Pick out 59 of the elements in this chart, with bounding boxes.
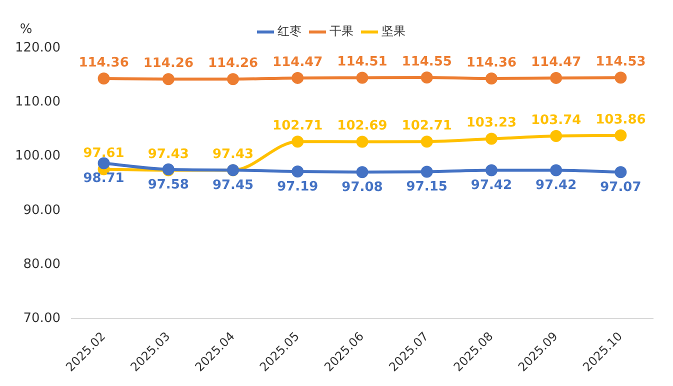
point — [98, 72, 110, 85]
y-tick-label: 80.00 — [23, 256, 60, 272]
point — [227, 73, 240, 86]
point — [485, 72, 498, 85]
point — [162, 73, 174, 86]
legend-label: 干果 — [330, 24, 354, 38]
point — [420, 166, 433, 178]
y-tick-label: 90.00 — [23, 202, 60, 218]
data-label: 103.86 — [596, 112, 646, 128]
point — [614, 166, 627, 178]
data-label: 97.07 — [600, 180, 642, 196]
point — [614, 129, 627, 142]
data-label: 102.69 — [337, 118, 388, 134]
data-label: 114.36 — [466, 55, 517, 70]
data-label: 97.61 — [83, 146, 124, 162]
point — [550, 72, 562, 84]
y-tick-label: 100.00 — [14, 148, 60, 164]
data-label: 97.58 — [148, 177, 189, 192]
data-label: 98.71 — [83, 171, 124, 186]
point — [292, 136, 304, 148]
data-label: 97.42 — [536, 178, 577, 194]
y-tick-label: 120.00 — [14, 40, 60, 56]
point — [485, 132, 498, 145]
point — [356, 72, 368, 84]
data-label: 114.26 — [208, 56, 258, 71]
y-tick-label: 110.00 — [14, 94, 60, 110]
point — [356, 136, 368, 148]
data-label: 114.47 — [530, 54, 582, 70]
data-label: 103.74 — [530, 112, 582, 128]
legend-label: 坚果 — [382, 24, 406, 38]
data-label: 97.08 — [342, 180, 383, 195]
y-tick-label: 70.00 — [23, 311, 60, 326]
data-label: 97.43 — [148, 147, 189, 162]
data-label: 114.51 — [337, 54, 388, 70]
point — [420, 72, 433, 84]
data-label: 103.23 — [466, 116, 517, 131]
point — [420, 136, 433, 148]
data-label: 97.15 — [406, 180, 448, 195]
data-label: 114.55 — [402, 54, 452, 70]
data-label: 97.43 — [212, 147, 254, 162]
point — [356, 166, 368, 178]
data-label: 114.47 — [272, 54, 323, 70]
point — [98, 157, 110, 170]
point — [550, 130, 562, 142]
data-label: 97.42 — [470, 178, 512, 194]
data-label: 102.71 — [272, 118, 323, 134]
data-label: 102.71 — [402, 118, 452, 134]
point — [485, 164, 498, 176]
data-label: 97.19 — [277, 179, 318, 194]
point — [292, 166, 304, 178]
point — [550, 164, 562, 176]
data-label: 114.53 — [596, 54, 646, 70]
point — [292, 72, 304, 84]
data-label: 114.26 — [143, 56, 194, 71]
data-label: 114.36 — [78, 55, 129, 70]
legend-label: 红枣 — [278, 24, 302, 38]
point — [614, 72, 627, 84]
data-label: 97.45 — [212, 178, 254, 193]
y-axis-title: % — [20, 22, 32, 37]
